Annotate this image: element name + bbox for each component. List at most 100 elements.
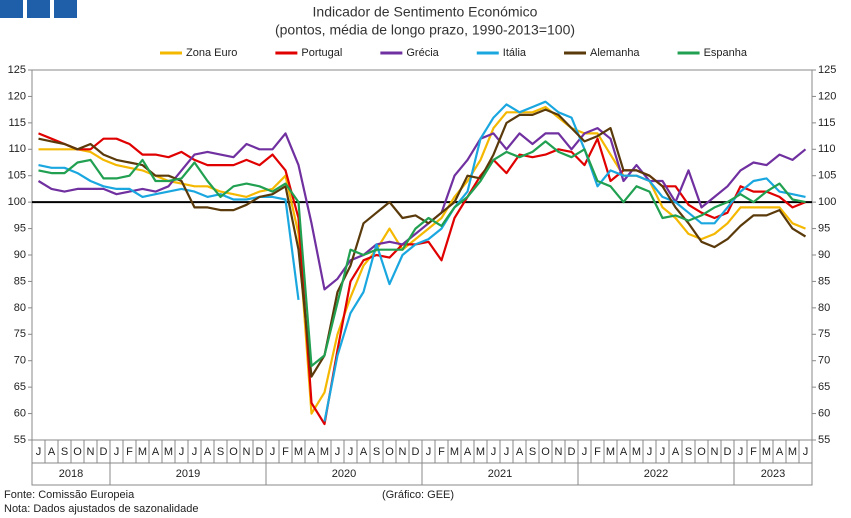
x-tick-label: J	[270, 446, 276, 458]
series-line	[38, 132, 806, 426]
x-tick-label: S	[685, 446, 692, 458]
x-tick-label: F	[438, 446, 445, 458]
y-tick-label: 55	[14, 434, 26, 446]
x-tick-label: J	[348, 446, 354, 458]
legend-label: Espanha	[704, 47, 748, 59]
x-tick-label: O	[73, 446, 82, 458]
x-tick-label: M	[450, 446, 459, 458]
series-line	[38, 100, 806, 422]
x-tick-label: J	[491, 446, 497, 458]
y-tick-label: 80	[14, 302, 26, 314]
y-tick-label: 85	[14, 275, 26, 287]
x-tick-label: A	[620, 446, 628, 458]
x-tick-label: J	[335, 446, 341, 458]
x-tick-label: J	[647, 446, 653, 458]
x-tick-label: A	[152, 446, 160, 458]
y2-tick-label: 70	[818, 355, 830, 367]
chart-title: Indicador de Sentimento Económico	[313, 4, 538, 20]
y-tick-label: 75	[14, 328, 26, 340]
y2-tick-label: 120	[818, 90, 836, 102]
x-tick-label: D	[568, 446, 576, 458]
x-tick-label: A	[516, 446, 524, 458]
x-tick-label: A	[360, 446, 368, 458]
x-tick-label: F	[750, 446, 757, 458]
x-tick-label: S	[61, 446, 68, 458]
x-tick-label: M	[164, 446, 173, 458]
x-tick-label: A	[776, 446, 784, 458]
x-tick-label: M	[788, 446, 797, 458]
legend-label: Zona Euro	[186, 47, 237, 59]
y2-tick-label: 80	[818, 302, 830, 314]
note: Nota: Dados ajustados de sazonalidade	[4, 503, 198, 515]
x-tick-label: A	[48, 446, 56, 458]
x-tick-label: O	[541, 446, 550, 458]
logo-square	[0, 0, 23, 18]
y-tick-label: 120	[8, 90, 26, 102]
year-label: 2023	[761, 468, 785, 480]
y2-tick-label: 75	[818, 328, 830, 340]
series-line	[37, 127, 807, 291]
x-tick-label: O	[229, 446, 238, 458]
y2-tick-label: 105	[818, 170, 836, 182]
x-tick-label: M	[476, 446, 485, 458]
x-tick-label: F	[282, 446, 289, 458]
x-tick-label: M	[138, 446, 147, 458]
x-tick-label: J	[504, 446, 510, 458]
y-tick-label: 105	[8, 170, 26, 182]
x-tick-label: N	[243, 446, 251, 458]
legend-label: Portugal	[301, 47, 342, 59]
x-tick-label: N	[711, 446, 719, 458]
credit: (Gráfico: GEE)	[382, 489, 454, 501]
y2-tick-label: 95	[818, 222, 830, 234]
y-tick-label: 125	[8, 64, 26, 76]
y2-tick-label: 55	[818, 434, 830, 446]
source: Fonte: Comissão Europeia	[4, 489, 135, 501]
y-tick-label: 60	[14, 407, 26, 419]
y2-tick-label: 100	[818, 196, 836, 208]
x-tick-label: N	[87, 446, 95, 458]
x-tick-label: A	[464, 446, 472, 458]
x-tick-label: J	[803, 446, 809, 458]
legend-label: Itália	[503, 47, 527, 59]
x-tick-label: D	[100, 446, 108, 458]
y2-tick-label: 110	[818, 143, 836, 155]
year-label: 2018	[59, 468, 83, 480]
x-tick-label: F	[126, 446, 133, 458]
y2-tick-label: 90	[818, 249, 830, 261]
year-label: 2021	[488, 468, 512, 480]
y-tick-label: 110	[8, 143, 26, 155]
x-tick-label: M	[606, 446, 615, 458]
x-tick-label: D	[724, 446, 732, 458]
legend-label: Grécia	[406, 47, 439, 59]
y2-tick-label: 115	[818, 117, 836, 129]
x-tick-label: J	[660, 446, 666, 458]
x-tick-label: J	[426, 446, 432, 458]
series-line	[38, 140, 806, 368]
y-tick-label: 95	[14, 222, 26, 234]
x-tick-label: J	[192, 446, 198, 458]
x-tick-label: N	[555, 446, 563, 458]
x-tick-label: O	[385, 446, 394, 458]
x-tick-label: N	[399, 446, 407, 458]
x-tick-label: O	[697, 446, 706, 458]
y2-tick-label: 85	[818, 275, 830, 287]
x-tick-label: J	[179, 446, 185, 458]
series-line	[38, 105, 806, 415]
x-tick-label: M	[294, 446, 303, 458]
year-label: 2020	[332, 468, 356, 480]
x-tick-label: D	[412, 446, 420, 458]
year-label: 2022	[644, 468, 668, 480]
x-tick-label: A	[308, 446, 316, 458]
x-tick-label: J	[114, 446, 120, 458]
y2-tick-label: 125	[818, 64, 836, 76]
x-tick-label: J	[582, 446, 588, 458]
y-tick-label: 90	[14, 249, 26, 261]
logo-square	[27, 0, 50, 18]
x-tick-label: S	[217, 446, 224, 458]
x-tick-label: S	[373, 446, 380, 458]
series-line	[38, 108, 807, 378]
year-label: 2019	[176, 468, 200, 480]
chart-subtitle: (pontos, média de longo prazo, 1990-2013…	[275, 22, 575, 38]
y-tick-label: 70	[14, 355, 26, 367]
